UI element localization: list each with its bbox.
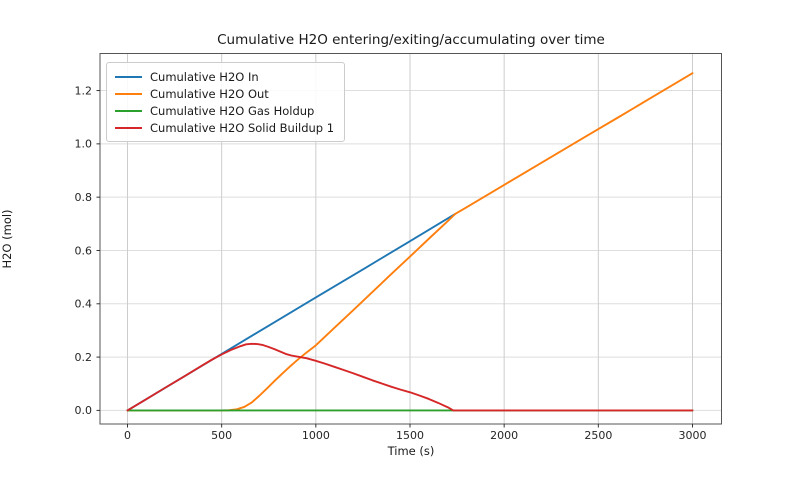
legend-item-label: Cumulative H2O Solid Buildup 1 (150, 120, 335, 135)
x-tick-label: 500 (211, 429, 232, 442)
chart-legend: Cumulative H2O In Cumulative H2O Out Cumul… (106, 62, 346, 142)
legend-item: Cumulative H2O Solid Buildup 1 (115, 119, 334, 136)
legend-line-swatch (115, 75, 142, 78)
legend-item: Cumulative H2O In (115, 68, 334, 85)
x-tick-label: 1000 (302, 429, 330, 442)
series-line-cumulative-h2o-out (126, 72, 694, 412)
y-tick-label: 1.2 (75, 84, 93, 97)
y-tick-label: 0.6 (75, 244, 93, 257)
plot-border (99, 53, 722, 425)
x-tick-label: 0 (124, 429, 131, 442)
series-line-cumulative-h2o-solid-buildup-1 (126, 342, 694, 412)
x-tick-label: 1500 (396, 429, 424, 442)
legend-line-swatch (115, 109, 142, 112)
legend-line-swatch (115, 126, 142, 129)
y-tick-label: 0.8 (75, 191, 93, 204)
legend-item: Cumulative H2O Gas Holdup (115, 102, 334, 119)
x-tick-label: 2000 (490, 429, 518, 442)
chart-title: Cumulative H2O entering/exiting/accumula… (217, 32, 605, 48)
legend-item-label: Cumulative H2O Out (150, 86, 269, 101)
y-tick-label: 0.2 (75, 351, 93, 364)
legend-item-label: Cumulative H2O In (150, 69, 259, 84)
y-tick-label: 0.4 (75, 298, 93, 311)
x-tick-label: 2500 (584, 429, 612, 442)
legend-line-swatch (115, 92, 142, 95)
x-tick-label: 3000 (678, 429, 706, 442)
x-axis-label: Time (s) (387, 444, 435, 458)
y-tick-label: 0.0 (75, 404, 93, 417)
legend-item: Cumulative H2O Out (115, 85, 334, 102)
y-tick-label: 1.0 (75, 138, 93, 151)
legend-item-label: Cumulative H2O Gas Holdup (150, 103, 315, 118)
y-axis-label: H2O (mol) (0, 209, 14, 269)
